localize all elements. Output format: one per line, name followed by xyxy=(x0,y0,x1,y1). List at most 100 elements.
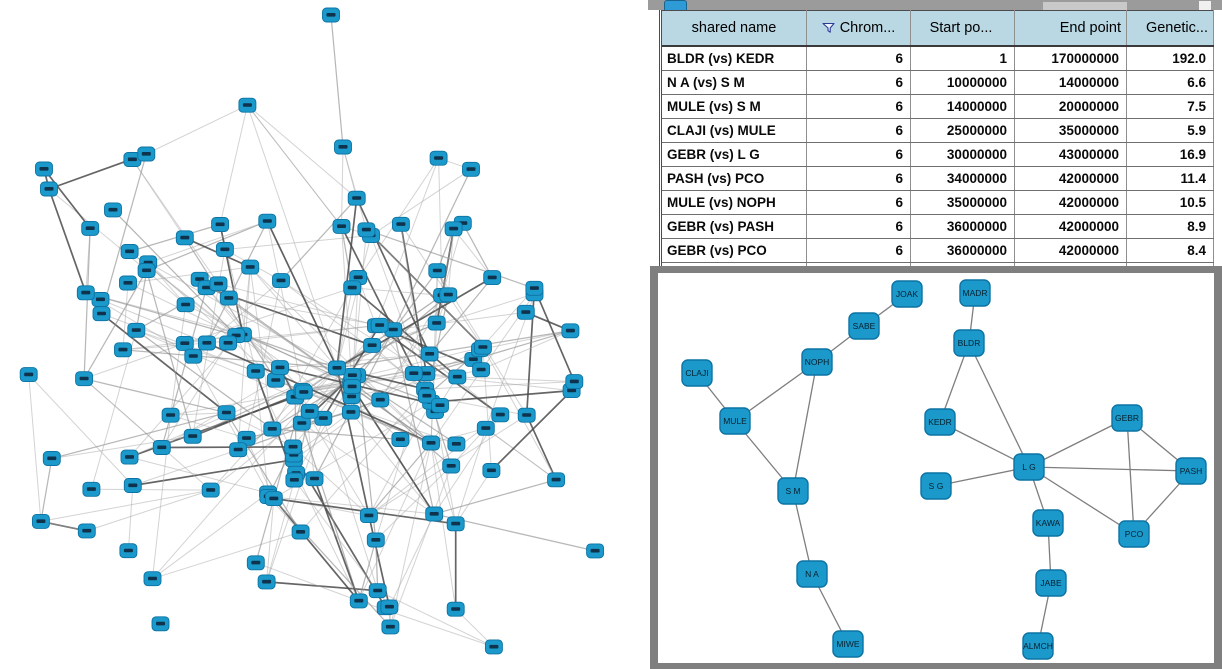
network-node[interactable] xyxy=(263,421,282,437)
table-cell[interactable]: 192.0 xyxy=(1126,46,1214,71)
table-cell[interactable]: 6 xyxy=(806,166,911,191)
scrollbar-thumb-fragment[interactable] xyxy=(1043,2,1127,10)
table-cell[interactable]: 42000000 xyxy=(1014,166,1127,191)
network-node[interactable] xyxy=(332,218,351,234)
table-row[interactable]: CLAJI (vs) MULE 6 25000000 35000000 5.9 xyxy=(660,118,1214,143)
network-node[interactable] xyxy=(183,428,202,444)
network-node[interactable] xyxy=(422,435,440,451)
table-row[interactable]: MULE (vs) S M 6 14000000 20000000 7.5 xyxy=(660,94,1214,119)
network-node[interactable] xyxy=(428,263,447,279)
network-node[interactable] xyxy=(446,601,465,617)
network-node[interactable] xyxy=(484,639,503,655)
node-madr[interactable]: MADR xyxy=(959,279,991,307)
column-header-0[interactable]: shared name xyxy=(660,10,807,47)
network-node[interactable] xyxy=(343,280,362,296)
network-node[interactable] xyxy=(284,439,303,455)
network-node[interactable] xyxy=(229,442,248,458)
network-node[interactable] xyxy=(427,315,446,331)
network-node[interactable] xyxy=(363,337,382,353)
network-node[interactable] xyxy=(370,317,389,333)
network-node[interactable] xyxy=(291,524,310,540)
network-node[interactable] xyxy=(472,362,491,378)
table-cell[interactable]: 34000000 xyxy=(910,166,1015,191)
network-node[interactable] xyxy=(19,367,38,383)
network-node[interactable] xyxy=(349,593,368,609)
node-miwe[interactable]: MIWE xyxy=(832,630,864,658)
network-node[interactable] xyxy=(76,285,95,301)
table-cell[interactable]: 30000000 xyxy=(910,142,1015,167)
node-n-a[interactable]: N A xyxy=(796,560,828,588)
network-node[interactable] xyxy=(473,339,492,355)
filter-funnel-icon[interactable] xyxy=(822,22,835,34)
table-cell[interactable]: 36000000 xyxy=(910,214,1015,239)
network-node[interactable] xyxy=(209,276,228,292)
table-cell[interactable]: PASH (vs) PCO xyxy=(660,166,807,191)
network-node[interactable] xyxy=(343,367,362,383)
table-cell[interactable]: 5.9 xyxy=(1126,118,1214,143)
table-cell[interactable]: 6 xyxy=(806,142,911,167)
column-header-3[interactable]: End point xyxy=(1014,10,1127,47)
network-node[interactable] xyxy=(119,543,138,559)
network-node[interactable] xyxy=(429,150,448,166)
table-row[interactable]: GEBR (vs) PCO 6 36000000 42000000 8.4 xyxy=(660,238,1214,263)
table-cell[interactable]: 1 xyxy=(910,46,1015,71)
network-node[interactable] xyxy=(447,436,466,452)
node-kawa[interactable]: KAWA xyxy=(1032,509,1064,537)
table-cell[interactable]: 6 xyxy=(806,238,911,263)
table-cell[interactable]: 10000000 xyxy=(910,70,1015,95)
table-cell[interactable]: 170000000 xyxy=(1014,46,1127,71)
network-node[interactable] xyxy=(285,472,304,488)
network-node[interactable] xyxy=(425,506,444,522)
node-jabe[interactable]: JABE xyxy=(1035,569,1067,597)
table-cell[interactable]: MULE (vs) NOPH xyxy=(660,190,807,215)
table-row[interactable]: GEBR (vs) PASH 6 36000000 42000000 8.9 xyxy=(660,214,1214,239)
network-node[interactable] xyxy=(42,451,61,466)
network-node[interactable] xyxy=(246,363,265,379)
table-row[interactable]: MULE (vs) NOPH 6 35000000 42000000 10.5 xyxy=(660,190,1214,215)
network-node[interactable] xyxy=(31,513,50,529)
network-node[interactable] xyxy=(184,348,203,364)
table-cell[interactable]: 42000000 xyxy=(1014,214,1127,239)
network-node[interactable] xyxy=(264,491,283,507)
table-cell[interactable]: BLDR (vs) KEDR xyxy=(660,46,807,71)
network-node[interactable] xyxy=(75,371,94,387)
node-bldr[interactable]: BLDR xyxy=(953,329,985,357)
table-cell[interactable]: 14000000 xyxy=(910,94,1015,119)
network-node[interactable] xyxy=(217,405,236,421)
network-node[interactable] xyxy=(266,372,285,388)
network-node[interactable] xyxy=(305,471,324,487)
network-node[interactable] xyxy=(219,290,238,306)
network-node[interactable] xyxy=(547,472,566,488)
table-row[interactable]: BLDR (vs) KEDR 6 1 170000000 192.0 xyxy=(660,46,1214,71)
table-cell[interactable]: 35000000 xyxy=(910,190,1015,215)
network-node[interactable] xyxy=(446,516,465,532)
table-cell[interactable]: 8.4 xyxy=(1126,238,1214,263)
network-node[interactable] xyxy=(238,97,257,113)
network-node[interactable] xyxy=(431,397,449,413)
network-node[interactable] xyxy=(175,230,194,246)
table-cell[interactable]: 16.9 xyxy=(1126,142,1214,167)
network-node[interactable] xyxy=(561,323,580,339)
network-node[interactable] xyxy=(343,379,362,395)
table-row[interactable]: GEBR (vs) L G 6 30000000 43000000 16.9 xyxy=(660,142,1214,167)
column-header-2[interactable]: Start po... xyxy=(910,10,1015,47)
network-node[interactable] xyxy=(448,369,467,385)
node-s-m[interactable]: S M xyxy=(777,477,809,505)
network-node[interactable] xyxy=(381,619,400,635)
node-sabe[interactable]: SABE xyxy=(848,312,880,340)
network-node[interactable] xyxy=(35,161,53,177)
table-cell[interactable]: MULE (vs) S M xyxy=(660,94,807,119)
table-cell[interactable]: 42000000 xyxy=(1014,190,1127,215)
table-cell[interactable]: 35000000 xyxy=(1014,118,1127,143)
node-mule[interactable]: MULE xyxy=(719,407,751,435)
node-almch[interactable]: ALMCH xyxy=(1022,632,1054,660)
table-cell[interactable]: 20000000 xyxy=(1014,94,1127,119)
table-cell[interactable]: GEBR (vs) PASH xyxy=(660,214,807,239)
network-node[interactable] xyxy=(257,574,276,590)
network-node[interactable] xyxy=(219,335,238,351)
network-node[interactable] xyxy=(175,335,194,351)
network-node[interactable] xyxy=(444,221,463,237)
network-node[interactable] xyxy=(201,482,220,498)
network-node[interactable] xyxy=(246,555,265,571)
table-cell[interactable]: 6 xyxy=(806,190,911,215)
